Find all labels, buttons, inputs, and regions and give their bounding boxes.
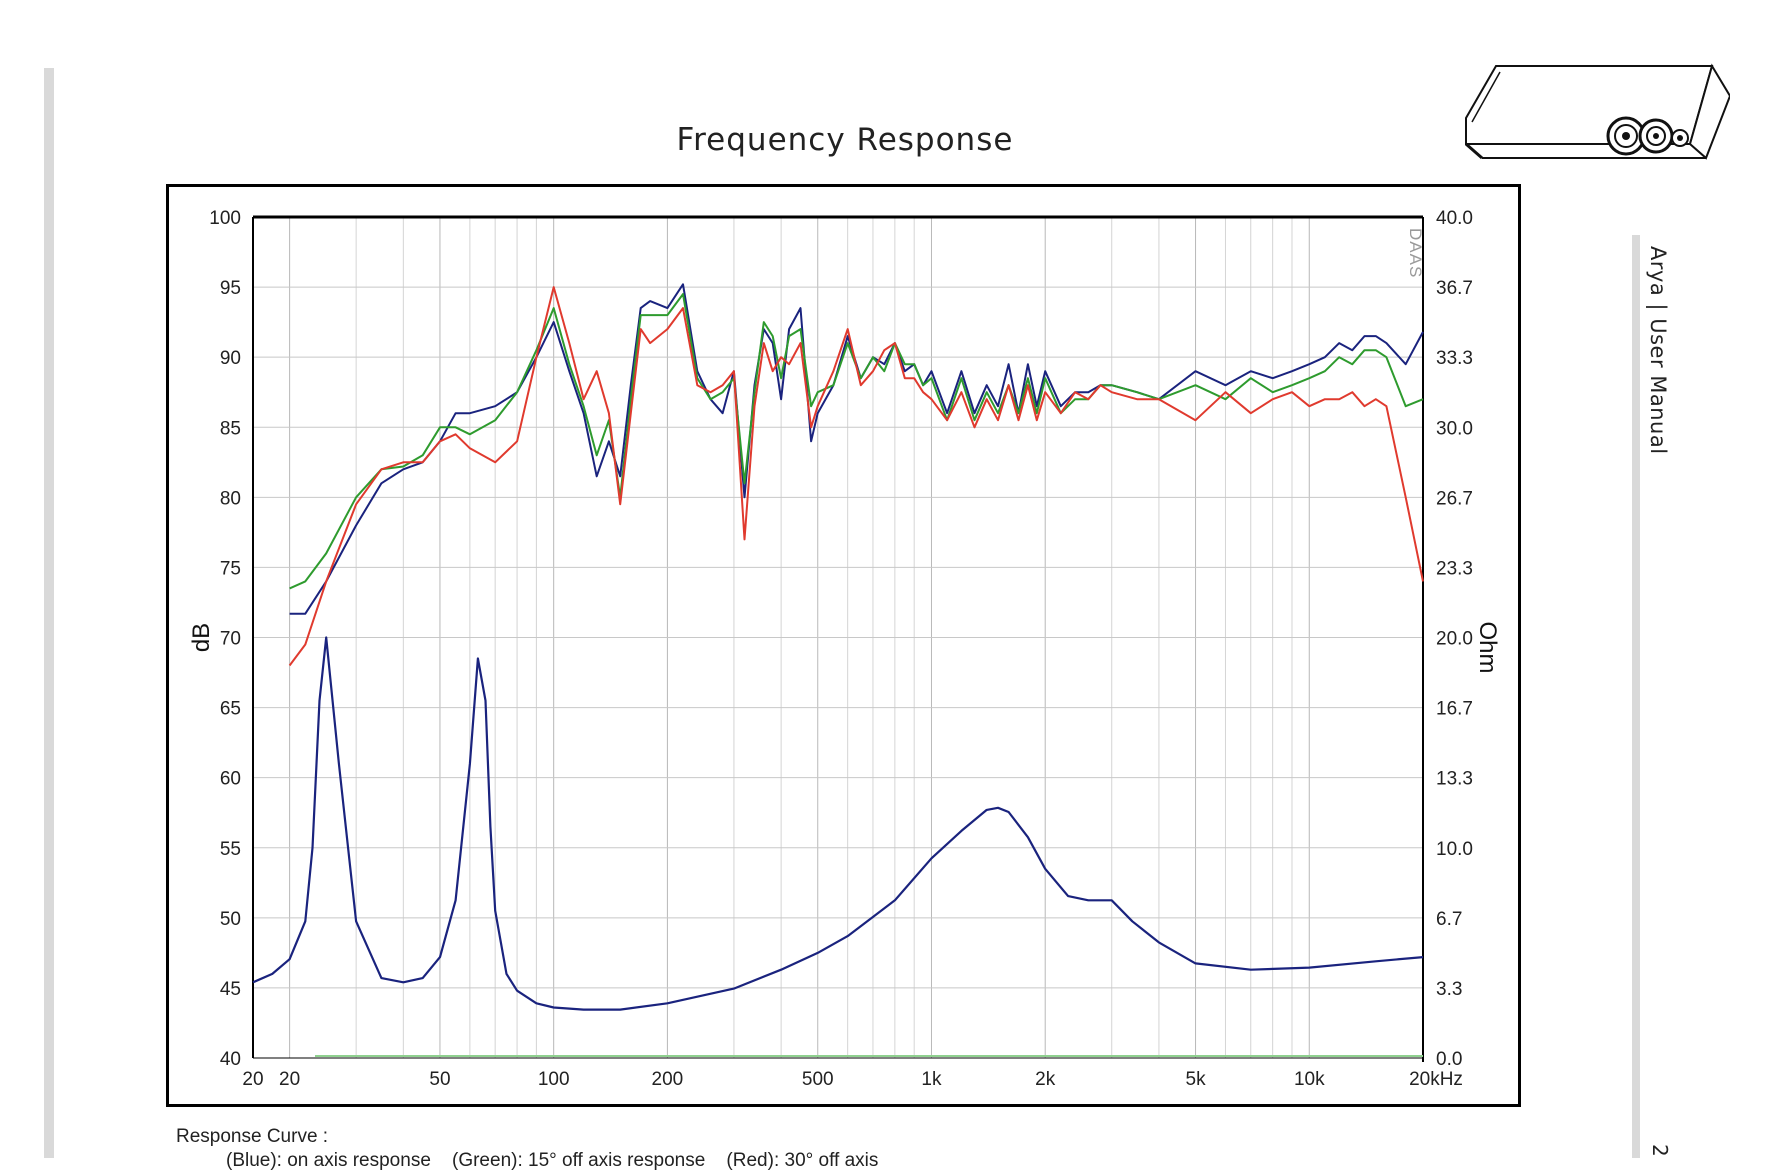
- manual-side-label: Arya | User Manual: [1646, 246, 1670, 455]
- left-margin-bar: [44, 68, 54, 1158]
- y2-tick-label: 30.0: [1436, 418, 1473, 439]
- y2-tick-label: 33.3: [1436, 348, 1473, 369]
- series-line-off30: [288, 286, 1424, 667]
- speaker-illustration-icon: [1465, 63, 1730, 160]
- y2-tick-label: 13.3: [1436, 769, 1473, 790]
- y-tick-label: 50: [220, 909, 241, 930]
- caption-heading: Response Curve :: [176, 1126, 329, 1147]
- y2-tick-label: 23.3: [1436, 558, 1473, 579]
- x-tick-label: 50: [429, 1069, 450, 1090]
- y-tick-label: 85: [220, 418, 241, 439]
- y2-axis-label: Ohm: [1474, 621, 1501, 673]
- series-line-impedance: [252, 636, 1424, 1011]
- y2-tick-label: 3.3: [1436, 979, 1462, 1000]
- y2-tick-label: 36.7: [1436, 278, 1473, 299]
- y2-tick-label: 20.0: [1436, 629, 1473, 650]
- y-tick-label: 40: [220, 1049, 241, 1070]
- y-tick-label: 75: [220, 558, 241, 579]
- x-tick-label: 5k: [1186, 1069, 1207, 1090]
- y2-tick-label: 40.0: [1436, 208, 1473, 229]
- y2-tick-label: 6.7: [1436, 909, 1462, 930]
- y2-tick-label: 26.7: [1436, 488, 1473, 509]
- x-tick-label: 100: [538, 1069, 570, 1090]
- x-tick-label: 20: [279, 1069, 300, 1090]
- chart-frame: [166, 184, 1521, 1107]
- page-number: 2: [1648, 1144, 1672, 1157]
- caption-legend-line: (Blue): on axis response (Green): 15° of…: [226, 1150, 879, 1171]
- x-tick-label: 1k: [921, 1069, 942, 1090]
- y2-tick-label: 0.0: [1436, 1049, 1462, 1070]
- y-tick-label: 55: [220, 839, 241, 860]
- y-axis-label: dB: [188, 623, 215, 652]
- x-tick-label: 20: [242, 1069, 263, 1090]
- right-margin-bar: [1632, 235, 1640, 1158]
- y-tick-label: 60: [220, 769, 241, 790]
- watermark-label: DAAS: [1406, 228, 1425, 278]
- y2-tick-label: 16.7: [1436, 699, 1473, 720]
- y2-tick-label: 10.0: [1436, 839, 1473, 860]
- y-tick-label: 80: [220, 488, 241, 509]
- x-tick-label: 200: [652, 1069, 684, 1090]
- y-tick-label: 65: [220, 699, 241, 720]
- x-tick-label: 20kHz: [1409, 1069, 1463, 1090]
- y-tick-label: 90: [220, 348, 241, 369]
- y-tick-label: 70: [220, 629, 241, 650]
- y-tick-label: 95: [220, 278, 241, 299]
- y-tick-label: 100: [209, 208, 241, 229]
- x-tick-label: 2k: [1035, 1069, 1056, 1090]
- chart-title: Frequency Response: [676, 122, 1014, 158]
- y-tick-label: 45: [220, 979, 241, 1000]
- x-tick-label: 500: [802, 1069, 834, 1090]
- x-tick-label: 10k: [1294, 1069, 1325, 1090]
